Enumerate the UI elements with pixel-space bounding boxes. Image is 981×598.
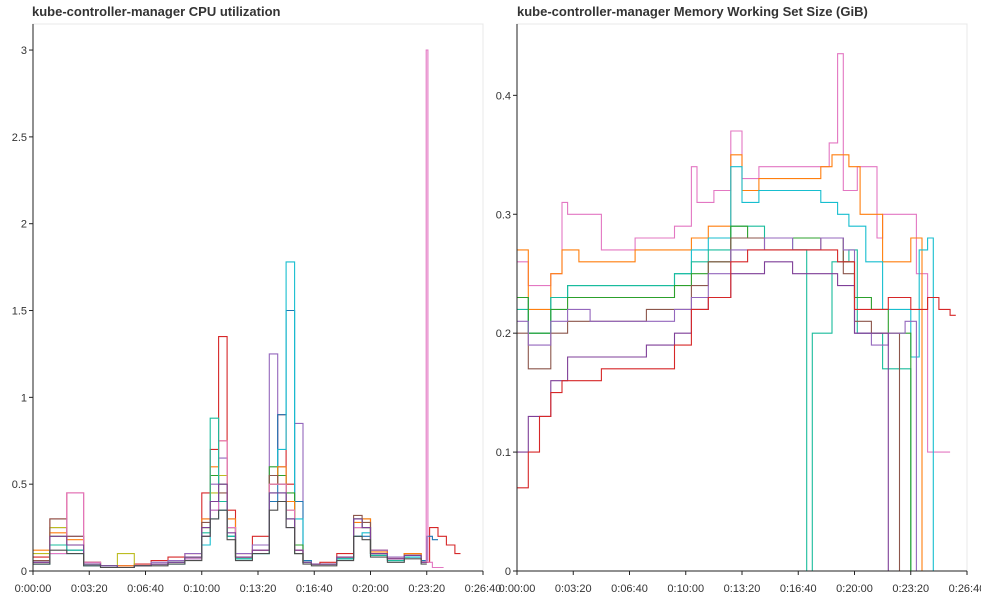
memory-x-tick-label: 0:16:40 (780, 583, 817, 595)
memory-series-line-7 (517, 237, 922, 572)
memory-y-ticks: 0 0.1 0.2 0.3 0.4 (496, 90, 517, 578)
memory-series-line-8 (517, 261, 894, 572)
memory-series-line-4 (517, 225, 917, 572)
memory-x-tick-label: 0:13:20 (724, 583, 761, 595)
cpu-series-line-12 (33, 500, 427, 569)
cpu-series-line-11 (33, 483, 427, 569)
cpu-y-tick-label: 0 (21, 566, 27, 578)
cpu-chart-panel: kube-controller-manager CPU utilization … (12, 4, 502, 595)
memory-series-group (517, 53, 956, 572)
memory-x-tick-label: 0:10:00 (667, 583, 704, 595)
cpu-x-tick-label: 0:13:20 (240, 583, 277, 595)
cpu-plot-frame (32, 23, 484, 572)
memory-x-tick-label: 0:03:20 (555, 583, 592, 595)
memory-series-line-9 (517, 249, 956, 489)
cpu-y-ticks: 0 0.5 1 1.5 2 2.5 3 (12, 45, 33, 578)
cpu-x-tick-label: 0:00:00 (15, 583, 52, 595)
cpu-series-line-2 (33, 353, 427, 567)
cpu-y-tick-label: 1 (21, 392, 27, 404)
cpu-y-tick-label: 2.5 (12, 132, 27, 144)
memory-y-tick-label: 0 (505, 566, 511, 578)
memory-chart-panel: kube-controller-manager Memory Working S… (496, 4, 981, 595)
memory-x-tick-label: 0:00:00 (499, 583, 536, 595)
cpu-series-line-9 (33, 49, 444, 569)
memory-series-line-2 (517, 154, 928, 572)
cpu-x-tick-label: 0:26:40 (465, 583, 502, 595)
memory-series-line-5 (517, 225, 917, 572)
memory-series-line-1 (517, 53, 951, 453)
cpu-x-ticks: 0:00:00 0:03:20 0:06:40 0:10:00 0:13:20 0:16:… (15, 571, 502, 595)
memory-y-tick-label: 0.3 (496, 209, 511, 221)
memory-y-tick-label: 0.4 (496, 90, 511, 102)
memory-series-line-6 (517, 237, 906, 572)
cpu-x-tick-label: 0:10:00 (183, 583, 220, 595)
memory-y-tick-label: 0.1 (496, 447, 511, 459)
cpu-series-line-5 (33, 466, 427, 569)
cpu-series-line-1 (33, 336, 461, 567)
cpu-x-tick-label: 0:20:00 (352, 583, 389, 595)
memory-x-ticks: 0:00:00 0:03:20 0:06:40 0:10:00 0:13:20 0:16:… (499, 571, 981, 595)
cpu-chart-title: kube-controller-manager CPU utilization (32, 4, 281, 19)
cpu-series-line-8 (33, 474, 427, 569)
cpu-y-tick-label: 0.5 (12, 479, 27, 491)
cpu-x-tick-label: 0:03:20 (71, 583, 108, 595)
cpu-x-tick-label: 0:16:40 (296, 583, 333, 595)
cpu-y-tick-label: 3 (21, 45, 27, 57)
cpu-x-tick-label: 0:23:20 (408, 583, 445, 595)
cpu-series-line-7 (33, 440, 427, 567)
memory-series-line-3 (517, 166, 939, 572)
cpu-y-tick-label: 1.5 (12, 306, 27, 318)
memory-x-tick-label: 0:23:20 (892, 583, 929, 595)
memory-x-tick-label: 0:06:40 (611, 583, 648, 595)
cpu-series-group (33, 49, 461, 569)
cpu-y-tick-label: 2 (21, 219, 27, 231)
cpu-series-line-6 (33, 474, 427, 567)
cpu-x-tick-label: 0:06:40 (127, 583, 164, 595)
memory-y-tick-label: 0.2 (496, 328, 511, 340)
memory-x-tick-label: 0:26:40 (949, 583, 981, 595)
memory-x-tick-label: 0:20:00 (836, 583, 873, 595)
memory-chart-title: kube-controller-manager Memory Working S… (517, 4, 868, 19)
cpu-series-line-4 (33, 261, 427, 569)
